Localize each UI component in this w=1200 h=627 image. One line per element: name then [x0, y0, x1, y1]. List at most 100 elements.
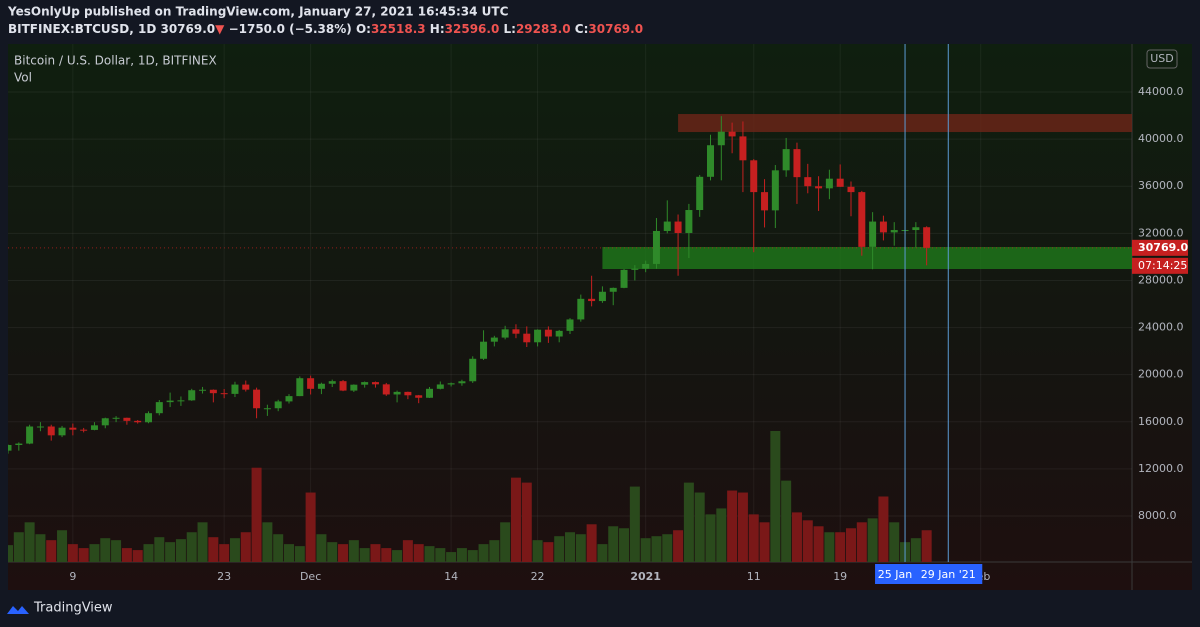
volume-bar	[597, 544, 608, 562]
y-tick-label: 36000.0	[1138, 179, 1184, 192]
volume-bar	[478, 544, 489, 562]
ohlc-value: 32518.3	[371, 22, 426, 36]
volume-bar	[467, 550, 478, 562]
candle-body	[123, 417, 131, 421]
candle-body	[836, 178, 844, 187]
volume-bar	[629, 486, 640, 562]
candle-body	[598, 291, 606, 302]
candle-body	[382, 384, 390, 395]
volume-bar	[208, 537, 219, 562]
currency[interactable]: USD	[1150, 52, 1174, 65]
x-tick-label: 14	[444, 570, 458, 583]
candle-body	[555, 330, 563, 337]
candle-body	[317, 383, 325, 389]
candle-body	[209, 389, 217, 394]
candle-body	[145, 413, 152, 423]
volume-bar	[802, 520, 813, 562]
brand: TradingView	[33, 601, 113, 616]
volume-bar	[835, 532, 846, 562]
volume-bar	[402, 540, 413, 562]
ohlc-value: 29283.0	[516, 22, 571, 36]
candle-body	[858, 192, 866, 247]
volume-bar	[175, 539, 186, 562]
candle-body	[350, 384, 358, 391]
candle-body	[566, 319, 574, 331]
volume-bar	[554, 536, 565, 562]
candle-body	[328, 381, 336, 384]
volume-bar	[813, 526, 824, 562]
candle-body	[652, 230, 660, 264]
candle-body	[544, 329, 552, 337]
candle-body	[761, 192, 769, 211]
volume-bar	[240, 532, 251, 562]
ohlc-key: H:	[430, 22, 445, 36]
currency-box[interactable]	[1146, 49, 1178, 69]
volume-bar	[165, 542, 176, 562]
volume-title: Vol	[14, 71, 32, 85]
candle-body	[717, 131, 725, 146]
arrow: ▼	[215, 22, 225, 36]
x-tick-label: 22	[531, 570, 545, 583]
candle-body	[739, 136, 747, 161]
candle-body	[750, 160, 758, 193]
candle-body	[436, 384, 444, 389]
volume-bar	[856, 522, 867, 562]
volume-bar	[543, 542, 554, 562]
candle-body	[447, 383, 455, 385]
volume-bar	[348, 540, 359, 562]
quote-line: BITFINEX:BTCUSD, 1D 30769.0▼ −1750.0 (−5…	[8, 22, 643, 36]
volume-bar	[46, 540, 57, 562]
candle-body	[577, 298, 585, 320]
countdown-box	[1132, 257, 1188, 274]
volume-bar	[456, 548, 467, 562]
volume-bar	[381, 548, 392, 562]
candle-body	[263, 408, 271, 410]
candle-body	[274, 401, 282, 409]
candle-body	[47, 426, 55, 436]
volume-bar	[727, 490, 738, 562]
volume-bar	[500, 522, 511, 562]
range-label: 29 Jan '21	[921, 568, 976, 581]
ohlc-value: 30769.0	[588, 22, 643, 36]
candle-body	[199, 389, 207, 391]
candle-body	[8, 444, 12, 451]
y-tick-label: 16000.0	[1138, 415, 1184, 428]
volume-bar	[305, 492, 316, 562]
candle-body	[663, 221, 671, 231]
y-tick-label: 20000.0	[1138, 368, 1184, 381]
candle-body	[90, 425, 98, 430]
candle-body	[393, 391, 401, 395]
last-price-box	[1132, 239, 1188, 256]
volume-bar	[67, 544, 78, 562]
volume-bar	[781, 480, 792, 562]
candle-body	[588, 298, 596, 302]
volume-bar	[413, 544, 424, 562]
candle-body	[80, 429, 88, 431]
volume-bar	[186, 532, 197, 562]
candle-body	[685, 210, 693, 233]
volume-bar	[338, 544, 349, 562]
x-tick-label: 2021	[630, 570, 661, 583]
candle-body	[469, 358, 477, 382]
zone	[602, 246, 1132, 270]
candle-body	[869, 221, 877, 247]
volume-bar	[846, 528, 856, 562]
volume-bar	[370, 544, 381, 562]
range-label: 25 Jan	[878, 568, 912, 581]
candle-body	[242, 384, 250, 390]
candle-body	[728, 131, 736, 137]
candle-body	[847, 186, 855, 193]
candle-body	[879, 221, 887, 233]
volume-bar	[111, 540, 122, 562]
candle-body	[69, 427, 77, 430]
chart-background	[8, 44, 1192, 590]
volume-bar	[889, 522, 900, 562]
candle-body	[609, 287, 617, 292]
ohlc-key: O:	[356, 22, 371, 36]
y-tick-label: 32000.0	[1138, 226, 1184, 239]
volume-bar	[910, 538, 921, 562]
volume-bar	[662, 534, 673, 562]
volume-bar	[229, 538, 240, 562]
volume-bar	[57, 530, 68, 562]
volume-bar	[24, 522, 35, 562]
